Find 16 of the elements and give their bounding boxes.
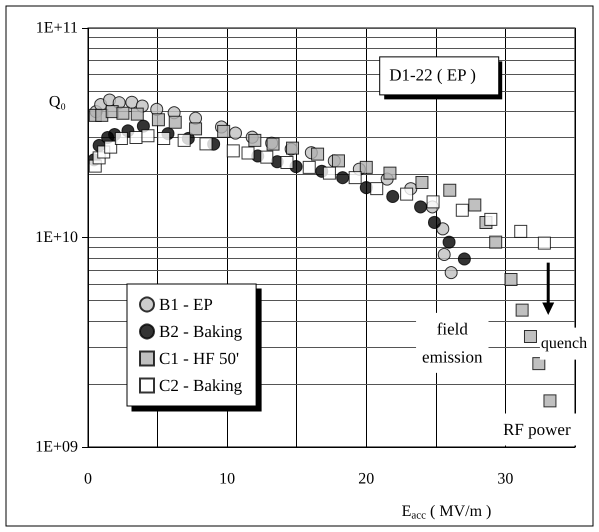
legend-label: C2 - Baking [159, 376, 243, 395]
annotation: RF power [503, 420, 571, 439]
y-axis-title: Q₀ [48, 94, 66, 110]
x-tick-label: 20 [358, 470, 374, 488]
legend-label: B1 - EP [159, 295, 213, 314]
annotation: quench [540, 335, 588, 352]
y-tick-label: 1E+11 [36, 20, 78, 36]
x-tick-label: 0 [84, 470, 92, 488]
legend-label: C1 - HF 50' [159, 349, 240, 368]
y-tick-label: 1E+09 [35, 438, 78, 456]
x-tick-label: 30 [497, 470, 514, 488]
x-tick-label: 10 [219, 470, 236, 488]
annotation: D1-22 ( EP ) [389, 65, 476, 84]
legend-label: B2 - Baking [159, 322, 243, 341]
annotation: field emission [422, 319, 483, 366]
y-tick-label: 1E+10 [35, 229, 78, 246]
